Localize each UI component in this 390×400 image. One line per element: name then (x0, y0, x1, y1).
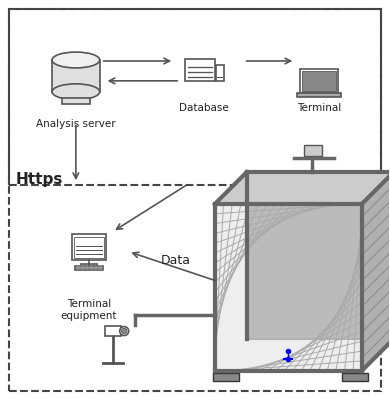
FancyBboxPatch shape (76, 268, 79, 269)
FancyBboxPatch shape (72, 234, 106, 260)
Text: Terminal: Terminal (297, 103, 341, 113)
FancyBboxPatch shape (52, 60, 100, 92)
FancyBboxPatch shape (94, 268, 97, 269)
Ellipse shape (52, 84, 100, 100)
FancyBboxPatch shape (185, 59, 215, 81)
FancyBboxPatch shape (89, 268, 93, 269)
FancyBboxPatch shape (342, 373, 368, 381)
FancyBboxPatch shape (215, 204, 362, 371)
FancyBboxPatch shape (76, 267, 79, 268)
Text: Database: Database (179, 103, 229, 113)
FancyBboxPatch shape (246, 172, 390, 339)
FancyBboxPatch shape (94, 267, 97, 268)
FancyBboxPatch shape (304, 145, 322, 156)
FancyBboxPatch shape (216, 65, 224, 81)
Text: Data: Data (161, 254, 191, 266)
FancyBboxPatch shape (85, 268, 88, 269)
FancyBboxPatch shape (81, 264, 97, 266)
FancyBboxPatch shape (302, 71, 336, 91)
FancyBboxPatch shape (213, 373, 239, 381)
Polygon shape (215, 172, 390, 204)
Text: Terminal
equipment: Terminal equipment (60, 299, 117, 321)
FancyBboxPatch shape (80, 267, 84, 268)
FancyBboxPatch shape (74, 237, 104, 258)
FancyBboxPatch shape (62, 98, 90, 104)
Polygon shape (362, 172, 390, 371)
FancyBboxPatch shape (89, 267, 93, 268)
Circle shape (122, 328, 127, 334)
FancyBboxPatch shape (98, 267, 102, 268)
FancyBboxPatch shape (300, 69, 338, 93)
FancyBboxPatch shape (105, 326, 121, 336)
FancyBboxPatch shape (297, 93, 341, 97)
Ellipse shape (52, 52, 100, 68)
FancyBboxPatch shape (98, 268, 102, 269)
Text: Analysis server: Analysis server (36, 118, 116, 128)
FancyBboxPatch shape (85, 267, 88, 268)
FancyBboxPatch shape (75, 266, 103, 270)
Circle shape (120, 326, 129, 336)
FancyBboxPatch shape (80, 268, 84, 269)
Text: Https: Https (15, 172, 63, 187)
